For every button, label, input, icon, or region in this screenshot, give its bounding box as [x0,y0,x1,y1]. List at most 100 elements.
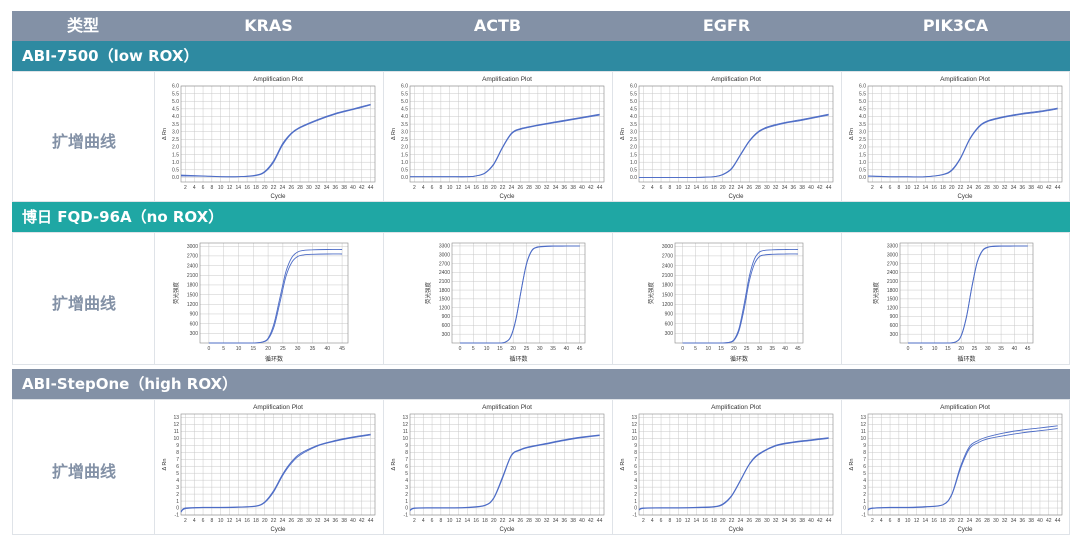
x-tick-label: 18 [482,185,488,191]
x-tick-label: 6 [889,518,892,524]
x-tick-label: 44 [368,518,374,524]
header-gene-actb: ACTB [473,16,522,35]
y-tick-label: 3000 [439,252,450,258]
y-tick-label: 3300 [439,244,450,250]
y-tick-label: 2.0 [401,145,408,151]
x-tick-label: 6 [660,518,663,524]
header-type-label: 类型 [66,16,99,35]
series-line [907,245,1028,344]
x-tick-label: 30 [757,346,763,352]
y-tick-label: 5 [863,471,866,477]
x-tick-label: 0 [459,346,462,352]
chart-abi7500-pik3ca: Amplification Plot0.00.51.01.52.02.53.03… [849,76,1063,200]
x-tick-label: 34 [1011,518,1017,524]
x-tick-label: 14 [236,518,242,524]
column-divider [383,72,384,201]
y-tick-label: 6.0 [401,84,408,90]
y-tick-label: 2.0 [859,145,866,151]
x-tick-label: 10 [484,346,490,352]
series-line [867,107,1058,178]
y-tick-label: 10 [402,436,408,442]
x-tick-label: 24 [509,185,515,191]
x-tick-label: 45 [577,346,583,352]
x-tick-label: 26 [288,518,294,524]
x-tick-label: 30 [306,518,312,524]
x-tick-label: 30 [764,518,770,524]
x-tick-label: 14 [694,518,700,524]
x-tick-label: 30 [306,185,312,191]
x-tick-label: 16 [931,185,937,191]
y-tick-label: 1200 [439,305,450,311]
x-tick-label: 16 [702,185,708,191]
x-axis-label: 循环数 [509,355,527,363]
series-line [639,113,829,178]
x-tick-label: 2 [184,518,187,524]
x-tick-label: 45 [795,346,801,352]
y-tick-label: 3.5 [401,122,408,128]
y-tick-label: 6 [405,464,408,470]
x-tick-label: 30 [985,346,991,352]
x-tick-label: 18 [940,518,946,524]
x-tick-label: 34 [1011,185,1017,191]
x-tick-label: 10 [676,185,682,191]
plot-frame [638,413,834,516]
x-tick-label: 12 [914,518,920,524]
plot-frame [409,85,605,183]
x-tick-label: 12 [227,518,233,524]
table-header: 类型 KRAS ACTB EGFR PIK3CA [12,11,1070,41]
x-tick-label: 34 [782,518,788,524]
x-tick-label: 32 [1002,185,1008,191]
x-tick-label: 34 [324,518,330,524]
y-tick-label: 5.0 [630,99,637,105]
x-tick-label: 24 [280,185,286,191]
x-tick-label: 45 [1025,346,1031,352]
x-tick-label: 4 [422,185,425,191]
x-tick-label: 10 [705,346,711,352]
y-tick-label: 4 [634,478,637,484]
chart-title: Amplification Plot [940,404,990,411]
y-tick-label: 2100 [187,273,198,279]
y-tick-label: 8 [863,450,866,456]
y-tick-label: 600 [665,321,674,327]
y-tick-label: 3.0 [630,129,637,135]
x-tick-label: 22 [271,518,277,524]
y-tick-label: 0.0 [401,175,408,181]
y-tick-label: 7 [176,457,179,463]
row-label: 扩增曲线 [51,462,116,481]
y-tick-label: 2700 [187,254,198,260]
x-tick-label: 18 [482,518,488,524]
x-tick-label: 34 [553,185,559,191]
y-axis-label: 荧光强度 [424,282,432,305]
section-row-stepone: 扩增曲线 [12,399,1070,535]
x-tick-label: 22 [500,518,506,524]
x-axis-label: Cycle [499,527,515,533]
y-tick-label: 0.0 [859,175,866,181]
column-divider [612,72,613,201]
plot-frame [674,242,804,344]
y-tick-label: 1.5 [859,152,866,158]
plot-frame [451,242,586,344]
x-tick-label: 38 [570,518,576,524]
x-tick-label: 32 [773,185,779,191]
column-divider [154,400,155,534]
x-tick-label: 22 [729,185,735,191]
x-tick-label: 42 [1046,518,1052,524]
y-tick-label: 9 [634,443,637,449]
plot-frame [867,85,1063,183]
y-tick-label: -1 [175,513,180,519]
y-tick-label: 0 [634,506,637,512]
y-tick-label: 1200 [662,302,673,308]
y-tick-label: 5 [176,471,179,477]
column-divider [612,233,613,364]
x-tick-label: 16 [244,518,250,524]
y-tick-label: 11 [861,429,866,435]
x-tick-label: 4 [880,518,883,524]
plot-frame [180,413,376,516]
chart-title: Amplification Plot [253,404,303,411]
x-tick-label: 4 [651,185,654,191]
y-tick-label: 3 [176,485,179,491]
x-axis-label: Cycle [270,527,286,533]
x-tick-label: 40 [350,185,356,191]
y-tick-label: 1.0 [859,160,866,166]
